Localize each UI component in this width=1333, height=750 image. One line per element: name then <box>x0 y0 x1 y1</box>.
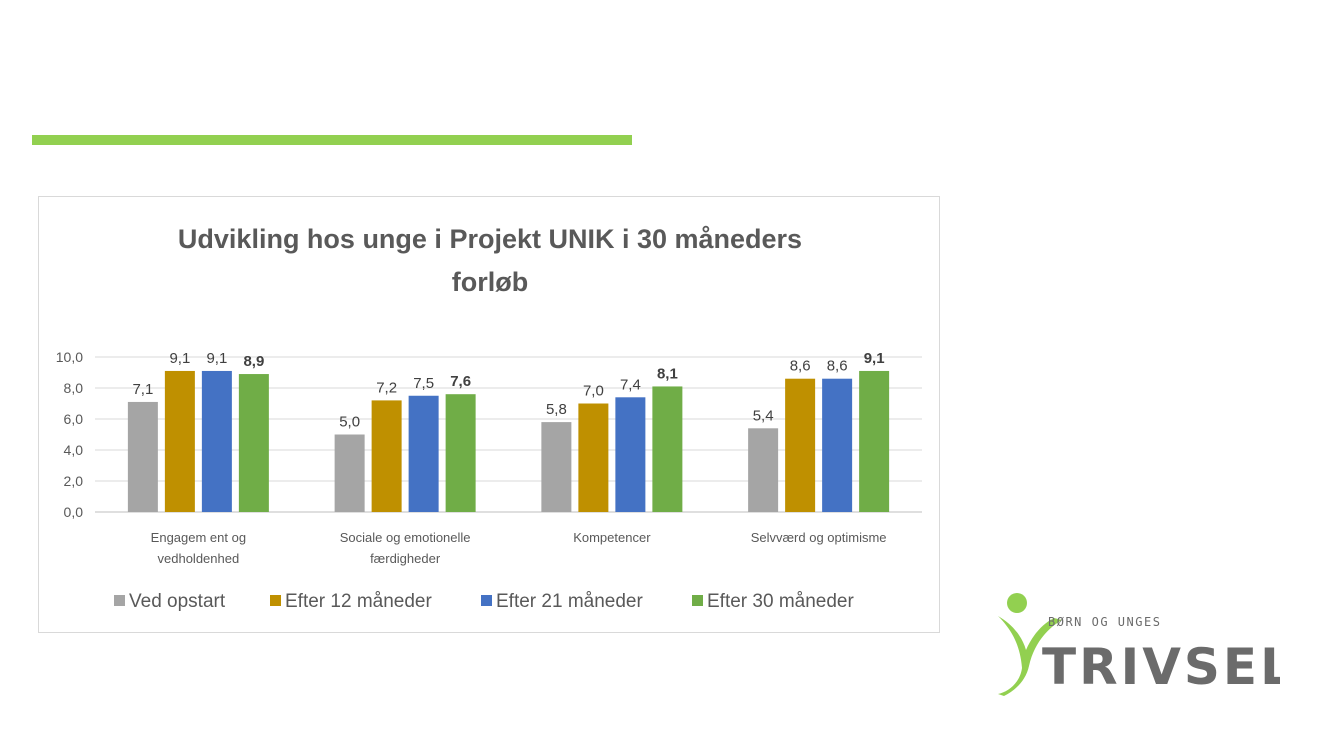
bar <box>748 428 779 512</box>
data-label: 7,1 <box>132 381 153 398</box>
category-label: vedholdenhed <box>158 551 240 566</box>
data-label: 5,8 <box>546 401 567 418</box>
bar-chart: Udvikling hos unge i Projekt UNIK i 30 m… <box>56 224 922 612</box>
data-label: 9,1 <box>169 350 190 367</box>
bar <box>238 374 269 512</box>
data-label: 7,0 <box>583 383 604 400</box>
bar <box>371 400 402 512</box>
y-tick-label: 2,0 <box>64 473 84 489</box>
bar <box>859 370 890 512</box>
y-tick-label: 10,0 <box>56 349 83 365</box>
category-label: Sociale og emotionelle <box>340 530 471 545</box>
data-label: 5,0 <box>339 414 360 431</box>
data-label: 7,4 <box>620 376 641 393</box>
data-label: 9,1 <box>206 350 227 367</box>
data-label: 7,5 <box>413 375 434 392</box>
bar <box>578 403 609 512</box>
y-tick-label: 0,0 <box>64 504 84 520</box>
legend-swatch <box>481 595 492 606</box>
data-label: 7,2 <box>376 379 397 396</box>
data-label: 9,1 <box>864 350 885 367</box>
legend-label: Efter 12 måneder <box>285 591 432 612</box>
bar <box>334 434 365 512</box>
trivsel-logo: BØRN OG UNGES TRIVSEL <box>998 593 1280 696</box>
data-label: 7,6 <box>450 373 471 390</box>
chart-title-line: forløb <box>452 267 528 297</box>
legend-swatch <box>270 595 281 606</box>
legend-label: Efter 30 måneder <box>707 591 854 612</box>
data-label: 8,6 <box>790 358 811 375</box>
accent-bar <box>32 135 632 145</box>
legend-label: Ved opstart <box>129 591 226 612</box>
data-label: 8,1 <box>657 365 678 382</box>
bar <box>785 378 816 512</box>
bar <box>445 394 476 512</box>
category-label: Kompetencer <box>573 530 651 545</box>
bar <box>615 397 646 512</box>
logo-main-text: TRIVSEL <box>1042 638 1280 696</box>
bar <box>541 422 572 512</box>
logo-figure-icon <box>998 616 1062 696</box>
category-label: færdigheder <box>370 551 441 566</box>
legend-label: Efter 21 måneder <box>496 591 643 612</box>
chart-title-line: Udvikling hos unge i Projekt UNIK i 30 m… <box>178 224 802 254</box>
logo-head-icon <box>1007 593 1027 613</box>
category-label: Engagem ent og <box>151 530 246 545</box>
logo-top-text: BØRN OG UNGES <box>1048 615 1161 629</box>
data-label: 5,4 <box>753 407 774 424</box>
legend-swatch <box>692 595 703 606</box>
y-tick-label: 6,0 <box>64 411 84 427</box>
bar <box>127 401 158 512</box>
y-tick-label: 4,0 <box>64 442 84 458</box>
bar <box>408 395 439 512</box>
bar <box>822 378 853 512</box>
bar <box>164 370 195 512</box>
chart-frame: Udvikling hos unge i Projekt UNIK i 30 m… <box>38 196 940 633</box>
bar <box>201 370 232 512</box>
y-tick-label: 8,0 <box>64 380 84 396</box>
data-label: 8,6 <box>827 358 848 375</box>
bar <box>652 386 683 512</box>
data-label: 8,9 <box>243 353 264 370</box>
category-label: Selvværd og optimisme <box>751 530 887 545</box>
legend-swatch <box>114 595 125 606</box>
